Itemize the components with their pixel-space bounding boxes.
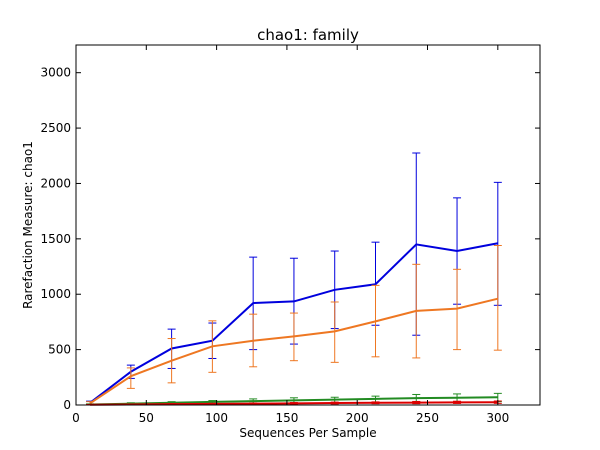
series-line	[89, 297, 499, 405]
x-tick-label: 50	[139, 411, 154, 425]
y-tick-label: 2000	[40, 176, 71, 190]
chart-title: chao1: family	[257, 26, 359, 44]
y-tick-label: 0	[63, 398, 71, 412]
series-3	[86, 400, 502, 406]
plot-frame	[75, 44, 541, 406]
series-1	[86, 244, 502, 405]
series-line	[90, 401, 498, 406]
x-axis-label: Sequences Per Sample	[239, 426, 376, 440]
y-axis: 0 500 1000 1500 2000 2500 3000	[40, 66, 540, 412]
x-tick-label: 100	[205, 411, 228, 425]
x-tick-label: 250	[416, 411, 439, 425]
y-tick-label: 3000	[40, 66, 71, 80]
x-tick-label: 0	[72, 411, 80, 425]
y-axis-label: Rarefaction Measure: chao1	[21, 141, 35, 309]
x-axis: 0 50 100 150 200 250 300	[72, 45, 509, 425]
x-tick-label: 300	[486, 411, 509, 425]
y-tick-label: 500	[48, 343, 71, 357]
series-0	[86, 152, 502, 405]
y-tick-label: 1000	[40, 287, 71, 301]
y-tick-label: 2500	[40, 121, 71, 135]
series-line	[89, 242, 499, 404]
x-tick-label: 200	[346, 411, 369, 425]
plot-area	[86, 152, 502, 406]
x-tick-label: 150	[275, 411, 298, 425]
series-line	[90, 396, 498, 406]
y-tick-label: 1500	[40, 232, 71, 246]
